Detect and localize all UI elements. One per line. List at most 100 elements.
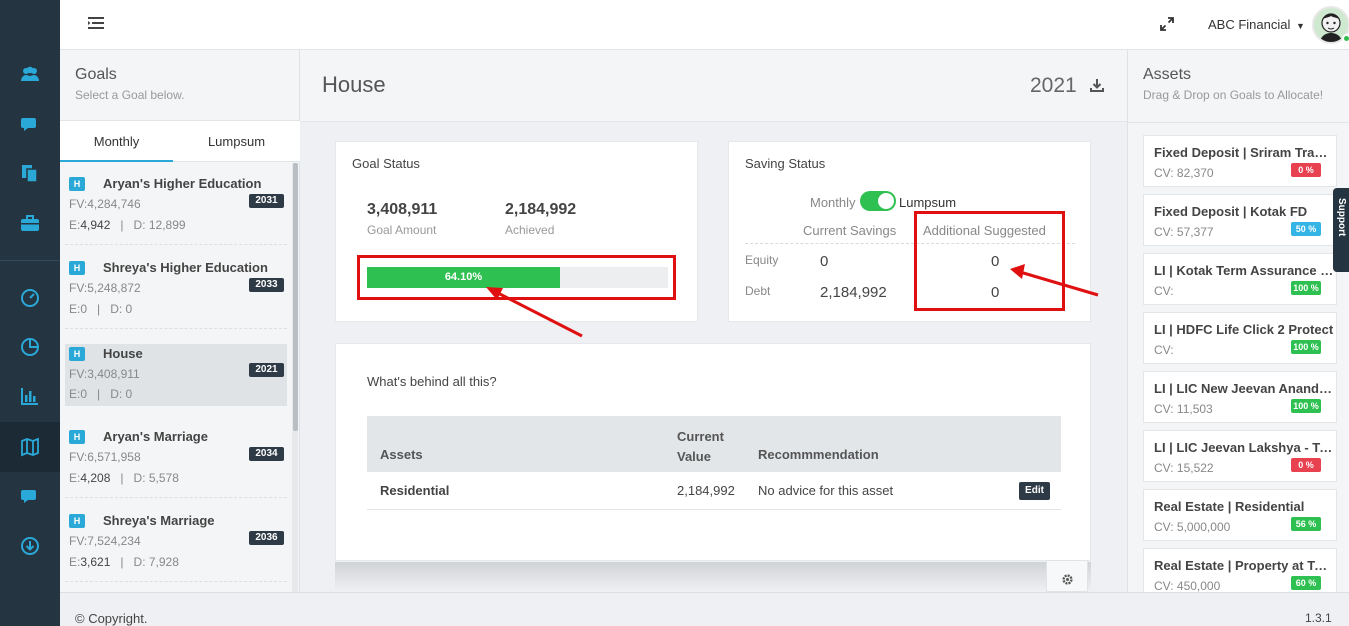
- asset-card[interactable]: Fixed Deposit | Kotak FD CV: 57,377 50 %: [1143, 194, 1337, 246]
- dashboard-icon[interactable]: [18, 285, 42, 309]
- copyright: © Copyright.: [75, 611, 148, 626]
- asset-card[interactable]: LI | Kotak Term Assurance Plan CV: 100 %: [1143, 253, 1337, 305]
- map-icon[interactable]: [18, 435, 42, 459]
- recommendation-cell: No advice for this asset: [758, 483, 894, 498]
- goal-item-selected[interactable]: H House FV:3,408,911 2021 E:0 | D: 0: [65, 344, 287, 406]
- debt-current: 2,184,992: [820, 284, 887, 301]
- goal-equity-debt: E:3,621 | D: 7,928: [69, 555, 179, 569]
- bar-chart-icon[interactable]: [18, 384, 42, 408]
- asset-cell: Residential: [380, 483, 450, 498]
- debt-label: Debt: [745, 284, 771, 298]
- goal-list: H Aryan's Higher Education FV:4,284,746 …: [60, 163, 292, 592]
- goal-fv: FV:4,284,746: [69, 197, 141, 211]
- goal-name: Aryan's Higher Education: [103, 176, 262, 191]
- allocation-badge: 0 %: [1291, 163, 1321, 177]
- monthly-lumpsum-toggle[interactable]: [860, 191, 896, 211]
- goal-list-scroll-thumb[interactable]: [293, 163, 298, 431]
- expand-icon[interactable]: [1160, 17, 1176, 33]
- goal-item[interactable]: H Shreya's Higher Education FV:5,248,872…: [65, 247, 287, 329]
- asset-card[interactable]: LI | LIC New Jeevan Anand - Plan CV: 11,…: [1143, 371, 1337, 423]
- asset-card[interactable]: LI | HDFC Life Click 2 Protect CV: 100 %: [1143, 312, 1337, 364]
- goal-year-badge: 2034: [249, 447, 284, 461]
- version: 1.3.1: [1305, 611, 1332, 625]
- goals-panel: Goals Select a Goal below. Monthly Lumps…: [60, 50, 300, 592]
- divider: [745, 243, 1075, 244]
- goal-name: Shreya's Marriage: [103, 513, 215, 528]
- goal-fv: FV:5,248,872: [69, 281, 141, 295]
- tab-lumpsum[interactable]: Lumpsum: [207, 134, 266, 149]
- goal-year-badge: 2036: [249, 531, 284, 545]
- goal-year-badge: 2021: [249, 363, 284, 377]
- card-shadow: [335, 562, 1091, 592]
- additional-suggested-header: Additional Suggested: [923, 223, 1046, 238]
- asset-name: Real Estate | Residential: [1154, 499, 1305, 514]
- support-label: Support: [1336, 198, 1347, 237]
- download-circle-icon[interactable]: [18, 534, 42, 558]
- goal-fv: FV:3,408,911: [69, 367, 140, 381]
- edit-button[interactable]: Edit: [1019, 482, 1050, 500]
- asset-card[interactable]: LI | LIC Jeevan Lakshya - Table CV: 15,5…: [1143, 430, 1337, 482]
- equity-label: Equity: [745, 253, 779, 267]
- documents-icon[interactable]: [18, 161, 42, 185]
- briefcase-icon[interactable]: [18, 211, 42, 235]
- goal-type-badge: H: [69, 514, 85, 528]
- asset-cv: CV: 450,000: [1154, 579, 1221, 592]
- asset-card[interactable]: Real Estate | Property at Town CV: 450,0…: [1143, 548, 1337, 592]
- assets-title: Assets: [1143, 66, 1192, 83]
- asset-name: Real Estate | Property at Town: [1154, 558, 1334, 573]
- col-assets: Assets: [380, 447, 423, 462]
- equity-additional: 0: [991, 253, 1000, 270]
- allocation-badge: 100 %: [1291, 340, 1321, 354]
- goals-subtitle: Select a Goal below.: [75, 88, 185, 102]
- messages-icon[interactable]: [18, 485, 42, 509]
- goal-item[interactable]: H Shreya's Marriage FV:7,524,234 2036 E:…: [65, 500, 287, 582]
- goal-equity-debt: E:4,208 | D: 5,578: [69, 471, 179, 485]
- avatar[interactable]: [1312, 6, 1349, 44]
- asset-cv: CV:: [1154, 284, 1174, 298]
- menu-toggle-icon[interactable]: [88, 16, 106, 32]
- org-dropdown[interactable]: ABC Financial ▼: [1208, 17, 1305, 32]
- annotation-box-progress: [357, 255, 676, 300]
- asset-list: Fixed Deposit | Sriram Transport CV: 82,…: [1128, 122, 1349, 592]
- pie-chart-icon[interactable]: [18, 335, 42, 359]
- asset-cv: CV: 82,370: [1154, 166, 1214, 180]
- users-icon[interactable]: [18, 62, 42, 86]
- goal-amount-value: 3,408,911: [367, 201, 438, 218]
- asset-cv: CV: 5,000,000: [1154, 520, 1231, 534]
- toggle-lumpsum-label[interactable]: Lumpsum: [899, 195, 957, 210]
- asset-card[interactable]: Real Estate | Residential CV: 5,000,000 …: [1143, 489, 1337, 541]
- allocation-badge: 50 %: [1291, 222, 1321, 236]
- chat-icon[interactable]: [18, 113, 42, 137]
- table-row: Residential 2,184,992 No advice for this…: [367, 472, 1061, 510]
- asset-name: Fixed Deposit | Kotak FD: [1154, 204, 1308, 219]
- asset-cv: CV: 11,503: [1154, 402, 1213, 416]
- settings-tab[interactable]: [1046, 560, 1088, 592]
- goal-amount-label: Goal Amount: [367, 223, 437, 237]
- org-name: ABC Financial: [1208, 17, 1291, 32]
- footer: © Copyright. 1.3.1: [60, 592, 1349, 626]
- tab-monthly[interactable]: Monthly: [60, 121, 173, 162]
- current-value-cell: 2,184,992: [677, 483, 735, 498]
- behind-title: What's behind all this?: [367, 374, 497, 389]
- assets-subtitle: Drag & Drop on Goals to Allocate!: [1143, 88, 1324, 102]
- goal-fv: FV:6,571,958: [69, 450, 141, 464]
- goal-type-badge: H: [69, 177, 85, 191]
- debt-additional: 0: [991, 284, 1000, 301]
- goal-item[interactable]: H Aryan's Marriage FV:6,571,958 2034 E:4…: [65, 416, 287, 498]
- asset-name: LI | LIC Jeevan Lakshya - Table: [1154, 440, 1334, 455]
- col-current-value: Current Value: [677, 429, 724, 464]
- assets-panel: Assets Drag & Drop on Goals to Allocate!…: [1127, 50, 1349, 592]
- asset-name: LI | Kotak Term Assurance Plan: [1154, 263, 1334, 278]
- allocation-badge: 60 %: [1291, 576, 1321, 590]
- asset-card[interactable]: Fixed Deposit | Sriram Transport CV: 82,…: [1143, 135, 1337, 187]
- goal-equity-debt: E:4,942 | D: 12,899: [69, 218, 186, 232]
- toggle-monthly-label[interactable]: Monthly: [810, 195, 856, 210]
- support-tab[interactable]: Support: [1333, 188, 1349, 272]
- goal-item[interactable]: H Aryan's Higher Education FV:4,284,746 …: [65, 163, 287, 245]
- goal-type-badge: H: [69, 261, 85, 275]
- achieved-label: Achieved: [505, 223, 555, 237]
- goal-status-title: Goal Status: [352, 156, 420, 171]
- goal-header: House 2021: [300, 50, 1127, 122]
- download-icon[interactable]: [1090, 79, 1104, 93]
- gear-icon: [1062, 574, 1073, 585]
